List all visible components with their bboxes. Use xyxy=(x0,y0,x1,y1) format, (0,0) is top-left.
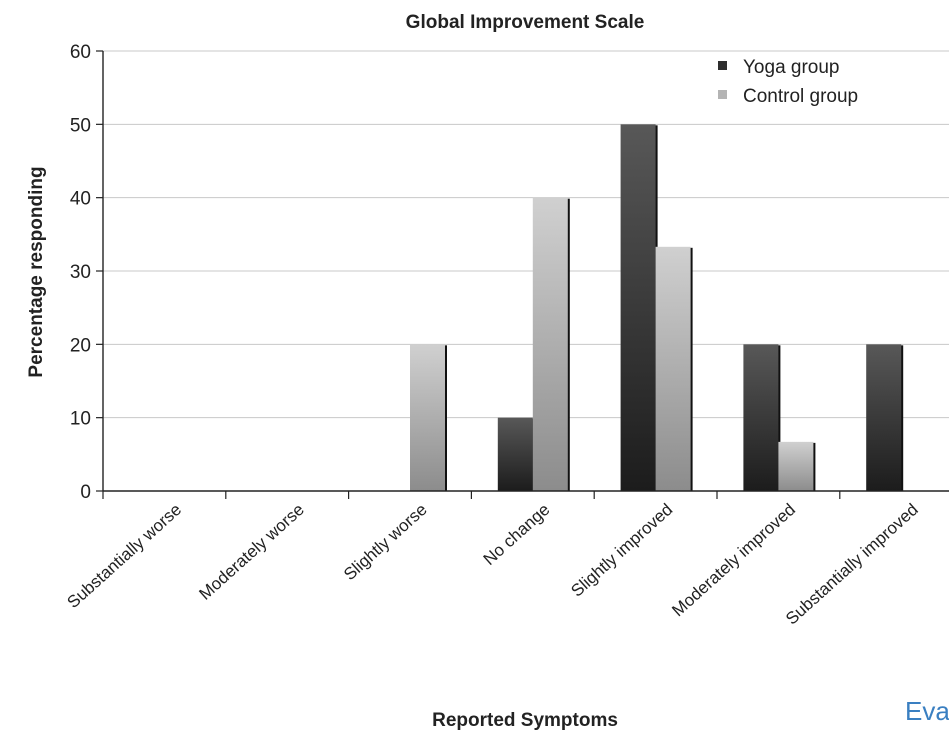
x-tick-label: Substantially worse xyxy=(64,500,186,612)
x-tick-label: Moderately worse xyxy=(195,500,307,604)
gridlines xyxy=(103,50,949,419)
bar-control-5 xyxy=(778,441,814,491)
y-axis-title: Percentage responding xyxy=(26,166,47,377)
bar-yoga-3 xyxy=(497,417,533,491)
y-tick-labels: 0 10 20 30 40 50 60 xyxy=(70,42,91,503)
axes xyxy=(96,50,949,499)
x-tick-label: Moderately improved xyxy=(668,500,799,620)
x-tick-label: Substantially improved xyxy=(782,500,922,629)
y-tick-label: 10 xyxy=(70,409,91,430)
y-tick-label: 30 xyxy=(70,262,91,283)
legend-swatch-0 xyxy=(718,61,727,70)
x-tick-label: Slightly improved xyxy=(567,500,676,601)
x-tick-labels: Substantially worse Moderately worse Sligh… xyxy=(64,500,922,629)
legend-label-0: Yoga group xyxy=(743,57,840,78)
x-tick-label: No change xyxy=(480,500,554,569)
legend-label-1: Control group xyxy=(743,86,858,107)
y-tick-label: 50 xyxy=(70,115,91,136)
y-tick-label: 0 xyxy=(80,482,91,503)
bars xyxy=(410,124,904,491)
y-tick-label: 20 xyxy=(70,335,91,356)
legend-swatch-1 xyxy=(718,90,727,99)
overlay-text: Eva xyxy=(905,696,949,726)
y-tick-label: 60 xyxy=(70,42,91,63)
bar-control-2 xyxy=(410,344,445,491)
bar-yoga-6 xyxy=(866,344,902,491)
x-axis-title: Reported Symptoms xyxy=(432,710,618,731)
y-tick-label: 40 xyxy=(70,189,91,210)
bar-yoga-4 xyxy=(620,124,656,491)
legend: Yoga group Control group xyxy=(718,57,858,107)
bar-control-3 xyxy=(532,197,568,491)
bar-yoga-5 xyxy=(743,344,779,491)
x-tick-label: Slightly worse xyxy=(340,500,431,584)
chart-title: Global Improvement Scale xyxy=(406,12,645,33)
bar-control-4 xyxy=(655,246,691,491)
